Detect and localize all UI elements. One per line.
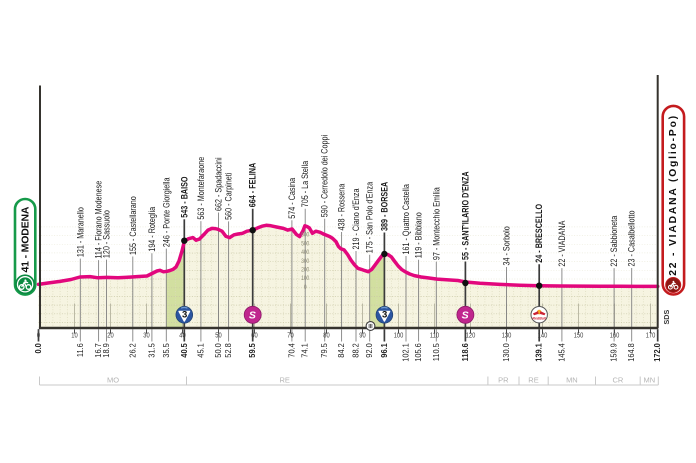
svg-text:120: 120 (466, 330, 476, 339)
svg-text:246 - Ponte Giorgiella: 246 - Ponte Giorgiella (161, 178, 171, 248)
svg-text:170: 170 (646, 330, 656, 339)
svg-text:560 - Carpineti: 560 - Carpineti (224, 173, 234, 220)
svg-text:20: 20 (107, 330, 113, 339)
svg-text:10: 10 (71, 330, 77, 339)
svg-text:563 - Montefaraone: 563 - Montefaraone (196, 157, 206, 220)
svg-text:S: S (462, 309, 469, 321)
svg-text:102.1: 102.1 (402, 343, 411, 362)
svg-text:35.5: 35.5 (162, 343, 171, 358)
svg-text:52.8: 52.8 (224, 343, 233, 358)
svg-text:34 - Sorbolo: 34 - Sorbolo (502, 226, 512, 265)
svg-text:RE: RE (528, 376, 538, 385)
svg-text:120 - Sassuolo: 120 - Sassuolo (102, 210, 112, 258)
svg-text:92.0: 92.0 (365, 343, 374, 358)
svg-text:100: 100 (301, 276, 310, 282)
svg-text:139.1: 139.1 (535, 343, 544, 362)
svg-text:70: 70 (287, 330, 293, 339)
svg-text:194 - Roteglia: 194 - Roteglia (147, 207, 157, 252)
svg-text:60: 60 (251, 330, 257, 339)
svg-text:31.5: 31.5 (147, 343, 156, 358)
svg-text:MN: MN (566, 376, 578, 385)
svg-text:24 - BRESCELLO: 24 - BRESCELLO (534, 204, 544, 263)
svg-text:662 - Spadaccini: 662 - Spadaccini (214, 157, 224, 211)
svg-text:145.4: 145.4 (557, 343, 566, 362)
svg-text:40: 40 (179, 330, 185, 339)
svg-text:160: 160 (610, 330, 620, 339)
svg-text:59.5: 59.5 (248, 343, 257, 358)
svg-text:105.6: 105.6 (414, 343, 423, 362)
svg-text:131 - Maranello: 131 - Maranello (75, 207, 85, 257)
svg-text:41 - MODENA: 41 - MODENA (19, 206, 31, 272)
svg-text:3: 3 (182, 310, 187, 321)
svg-text:140: 140 (538, 330, 548, 339)
svg-text:118.6: 118.6 (461, 343, 470, 362)
svg-text:22 - VIADANA: 22 - VIADANA (557, 221, 567, 267)
svg-text:97 - Montecchio Emilia: 97 - Montecchio Emilia (431, 187, 441, 260)
svg-text:574 - Casina: 574 - Casina (287, 178, 297, 219)
svg-text:159.9: 159.9 (610, 343, 619, 362)
svg-text:18.9: 18.9 (102, 343, 111, 358)
svg-text:80: 80 (323, 330, 329, 339)
svg-text:23 - Casalbellotto: 23 - Casalbellotto (627, 211, 637, 267)
svg-text:389 - BORSEA: 389 - BORSEA (379, 181, 389, 231)
svg-text:MO: MO (107, 376, 119, 385)
svg-text:MN: MN (643, 376, 655, 385)
svg-text:0.0: 0.0 (34, 343, 43, 354)
svg-text:600: 600 (301, 233, 310, 239)
svg-text:90: 90 (359, 330, 365, 339)
svg-text:110: 110 (430, 330, 439, 339)
svg-text:161 - Quattro Castella: 161 - Quattro Castella (401, 184, 411, 254)
svg-text:175 - San Polo d'Enza: 175 - San Polo d'Enza (365, 182, 375, 253)
svg-text:200: 200 (301, 267, 310, 273)
svg-text:RedBull: RedBull (532, 316, 547, 320)
svg-text:150: 150 (574, 330, 584, 339)
svg-text:79.5: 79.5 (320, 343, 329, 358)
svg-text:70.4: 70.4 (287, 343, 296, 358)
svg-text:CR: CR (612, 376, 623, 385)
svg-text:16.7: 16.7 (94, 343, 103, 358)
svg-text:100: 100 (394, 330, 404, 339)
svg-text:88.2: 88.2 (352, 343, 361, 358)
svg-text:S: S (249, 309, 256, 321)
svg-text:3: 3 (382, 310, 387, 321)
svg-text:96.1: 96.1 (380, 343, 389, 358)
svg-text:50: 50 (215, 330, 221, 339)
svg-text:74.1: 74.1 (301, 343, 310, 358)
svg-text:543 - BAISO: 543 - BAISO (179, 177, 189, 218)
svg-text:172.0: 172.0 (653, 343, 662, 362)
svg-text:164.8: 164.8 (627, 343, 636, 362)
svg-text:26.2: 26.2 (128, 343, 137, 358)
svg-text:45.1: 45.1 (196, 343, 205, 358)
svg-text:84.2: 84.2 (337, 343, 346, 358)
svg-text:50.0: 50.0 (214, 343, 223, 358)
svg-text:130: 130 (502, 330, 512, 339)
svg-text:0: 0 (304, 285, 307, 291)
svg-text:219 - Ciano d'Enza: 219 - Ciano d'Enza (351, 189, 361, 250)
svg-text:RE: RE (279, 376, 289, 385)
svg-text:130.0: 130.0 (502, 343, 511, 362)
svg-text:400: 400 (301, 250, 310, 256)
svg-text:55 - SANT'ILARIO D'ENZA: 55 - SANT'ILARIO D'ENZA (460, 171, 470, 260)
svg-text:300: 300 (301, 259, 310, 265)
svg-text:SDS: SDS (662, 310, 671, 325)
svg-text:500: 500 (301, 241, 310, 247)
svg-text:155 - Castellarano: 155 - Castellarano (128, 196, 138, 255)
svg-text:119 - Bibbiano: 119 - Bibbiano (414, 212, 424, 258)
svg-text:0: 0 (37, 330, 40, 339)
svg-text:22 - VIADANA (Oglio-Po): 22 - VIADANA (Oglio-Po) (668, 116, 679, 276)
svg-text:11.6: 11.6 (76, 343, 85, 357)
svg-text:705 - La Stella: 705 - La Stella (300, 161, 310, 207)
svg-text:114 - Fiorano Modenese: 114 - Fiorano Modenese (94, 181, 104, 259)
svg-text:40.5: 40.5 (180, 343, 189, 358)
svg-text:30: 30 (143, 330, 149, 339)
svg-text:22 - Sabbioneta: 22 - Sabbioneta (609, 216, 619, 267)
svg-text:PR: PR (498, 376, 509, 385)
svg-text:590 - Cerredolo dei Coppi: 590 - Cerredolo dei Coppi (320, 135, 330, 217)
svg-text:110.5: 110.5 (432, 343, 441, 362)
svg-text:438 - Rossena: 438 - Rossena (337, 184, 347, 231)
svg-text:664 - FELINA: 664 - FELINA (248, 162, 258, 207)
